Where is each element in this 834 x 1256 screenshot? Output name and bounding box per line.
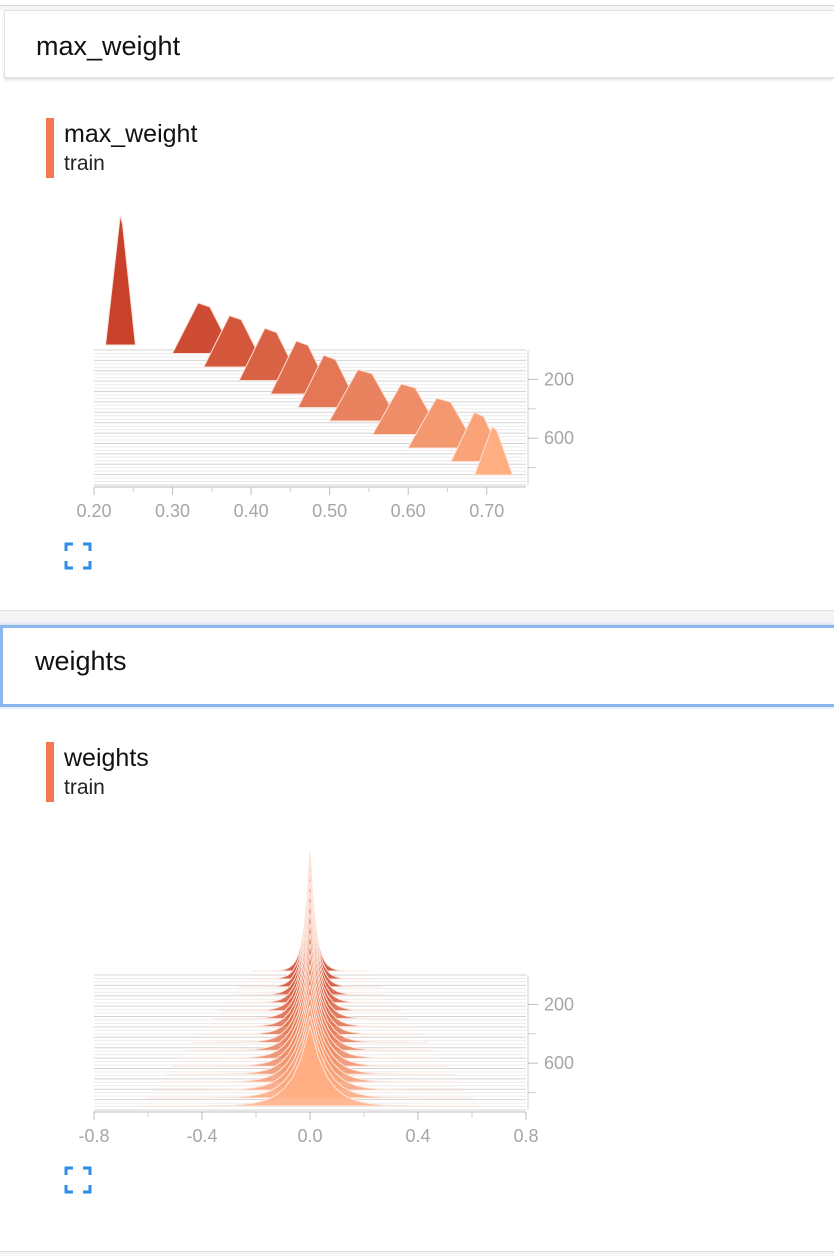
- legend-tag-name: max_weight: [64, 120, 198, 148]
- x-tick-label: 0.0: [297, 1126, 322, 1146]
- expand-chart-button[interactable]: [64, 1166, 92, 1194]
- y-tick-label: 600: [544, 1053, 574, 1073]
- legend-tag-name: weights: [64, 744, 149, 772]
- histogram-ridge: [474, 425, 514, 476]
- x-tick-label: -0.8: [78, 1126, 109, 1146]
- x-tick-label: 0.40: [234, 501, 269, 521]
- histogram-ridge: [105, 214, 136, 346]
- x-tick-label: 0.50: [312, 501, 347, 521]
- fullscreen-icon: [64, 1166, 92, 1194]
- panel-header-max-weight[interactable]: max_weight: [4, 10, 834, 78]
- x-tick-label: 0.70: [469, 501, 504, 521]
- panel-weights: weights weights train -0.8 -0.4 0.0 0.4 0.8 2…: [0, 625, 834, 1252]
- panel-title: max_weight: [36, 31, 181, 61]
- histogram-ridge: [139, 1024, 481, 1107]
- histogram-ridge: [328, 369, 400, 422]
- fullscreen-icon: [64, 542, 92, 570]
- x-tick-label: 0.30: [155, 501, 190, 521]
- histogram-ridge: [202, 314, 266, 368]
- panel-title: weights: [35, 646, 127, 676]
- legend-color-swatch: [46, 742, 54, 802]
- max-weight-histogram-chart[interactable]: 0.20 0.30 0.40 0.50 0.60 0.70 200 600: [0, 200, 834, 521]
- weights-histogram-chart[interactable]: -0.8 -0.4 0.0 0.4 0.8 200 600: [0, 825, 834, 1146]
- x-tick-label: 0.20: [76, 501, 111, 521]
- legend-run-name: train: [64, 776, 105, 799]
- histogram-ridge: [407, 397, 478, 449]
- legend-color-swatch: [46, 118, 54, 178]
- x-tick-label: 0.4: [405, 1126, 430, 1146]
- x-tick-label: -0.4: [186, 1126, 217, 1146]
- y-tick-label: 200: [544, 369, 574, 389]
- x-tick-label: 0.60: [391, 501, 426, 521]
- y-tick-label: 600: [544, 428, 574, 448]
- x-tick-label: 0.8: [513, 1126, 538, 1146]
- panel-max-weight: max_weight max_weight train 0.20 0.30 0.40…: [0, 10, 834, 611]
- panel-header-weights[interactable]: weights: [0, 625, 834, 707]
- top-strip: [0, 0, 834, 6]
- expand-chart-button[interactable]: [64, 542, 92, 570]
- y-tick-label: 200: [544, 994, 574, 1014]
- legend-run-name: train: [64, 152, 105, 175]
